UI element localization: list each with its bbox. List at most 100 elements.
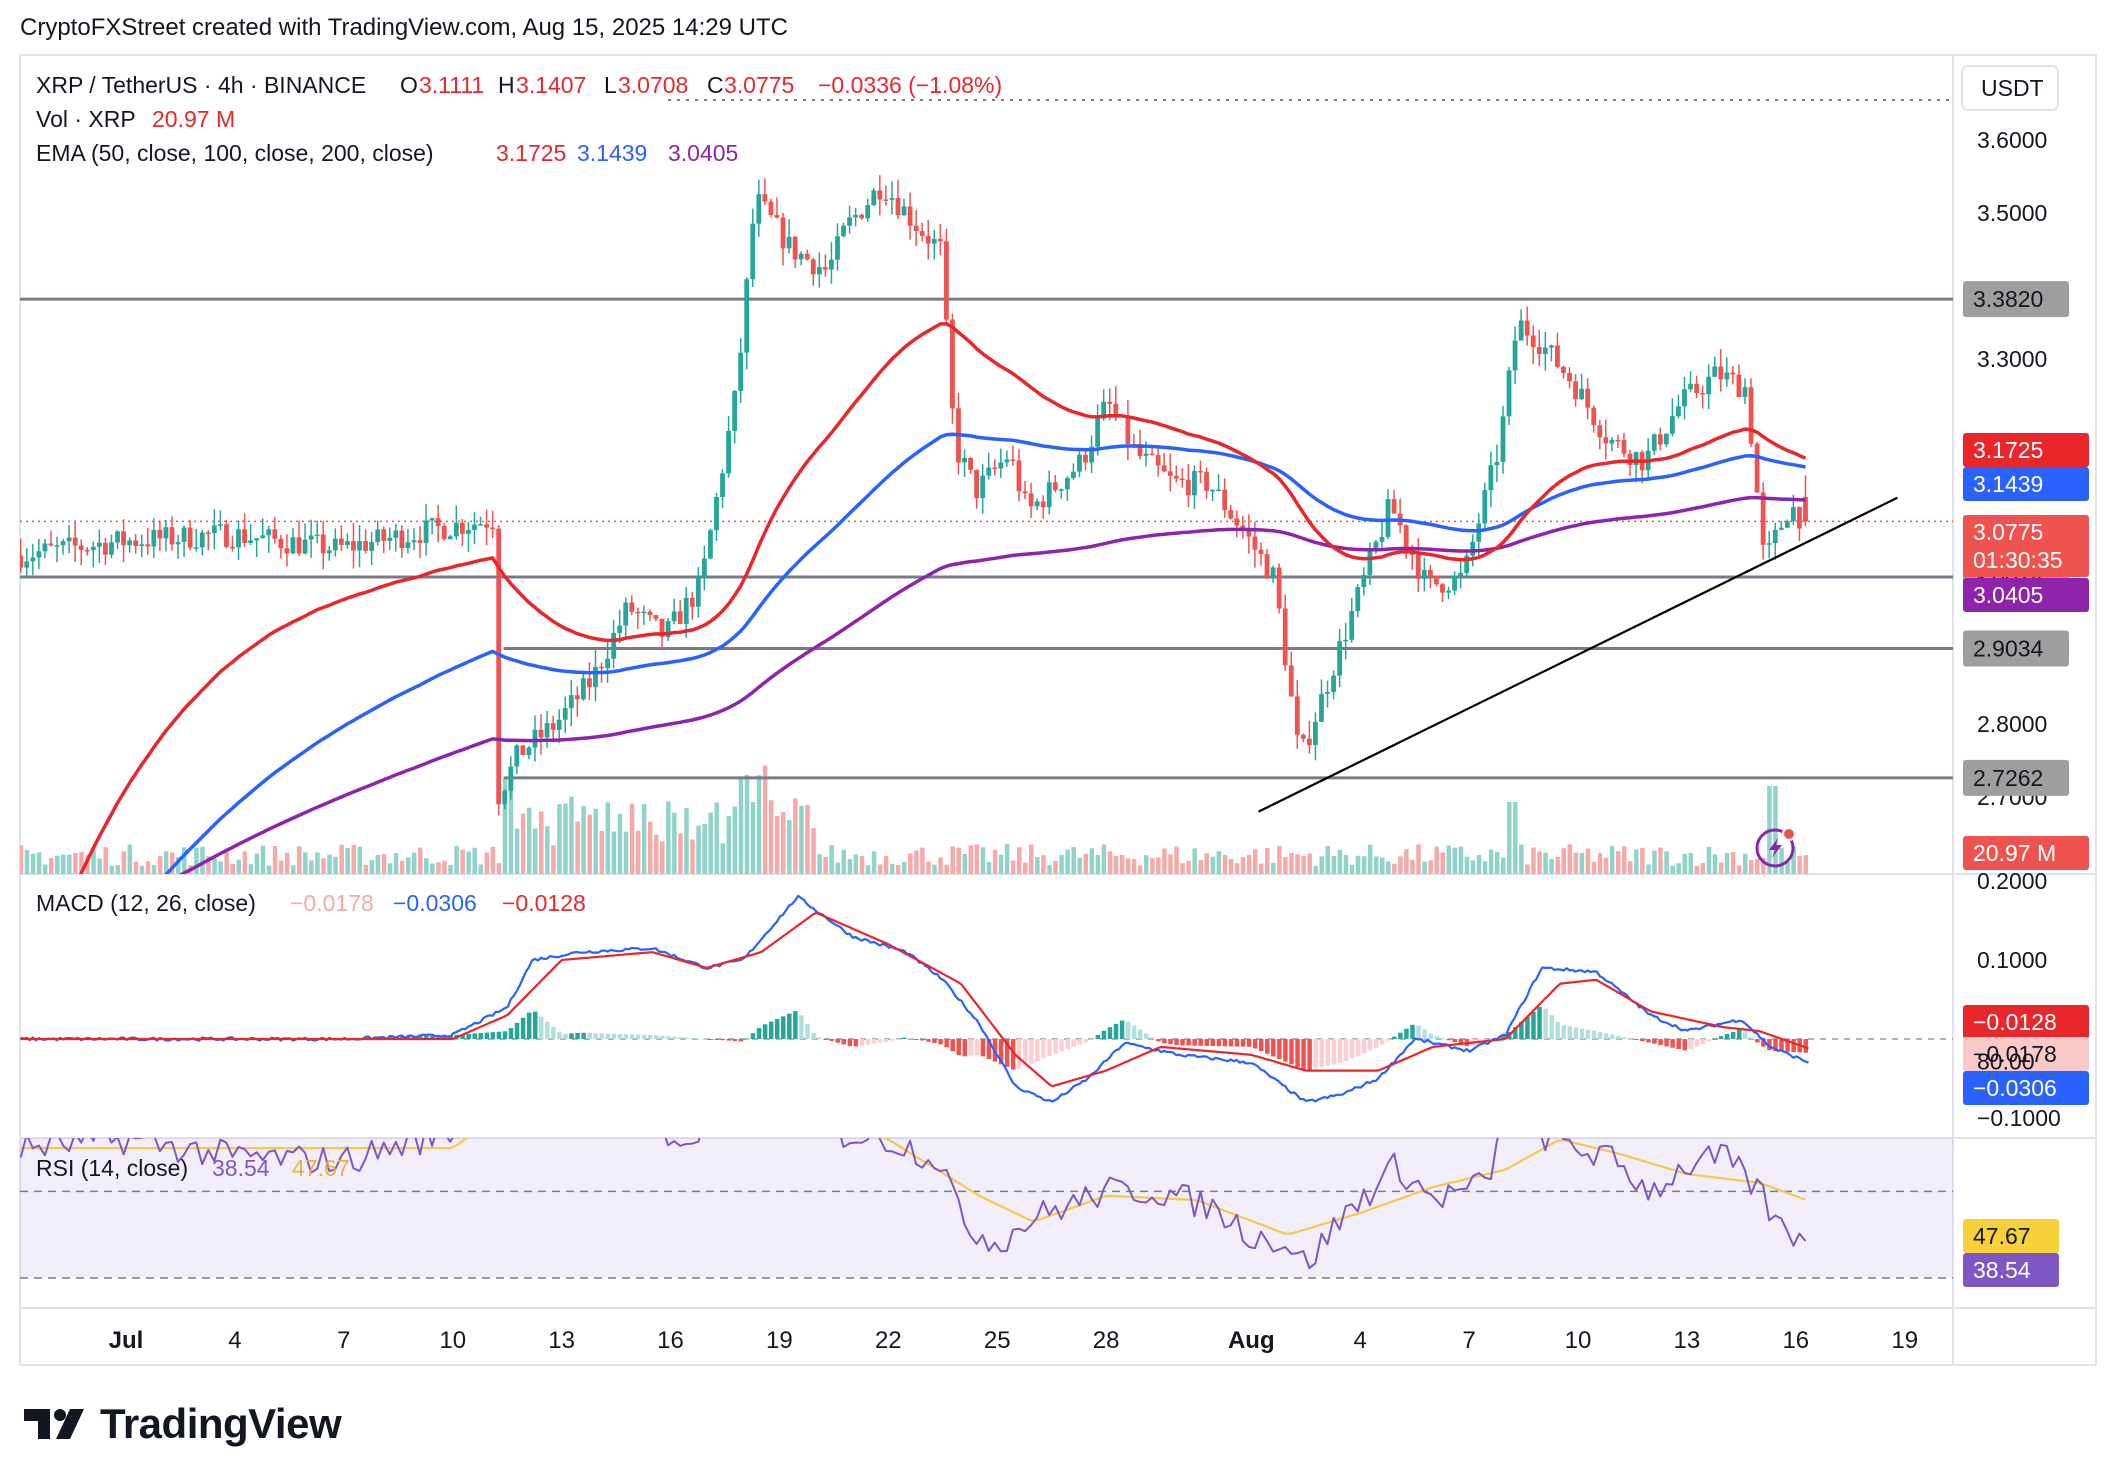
candle-body bbox=[54, 545, 60, 547]
candle-body bbox=[1657, 434, 1663, 445]
time-tick: 13 bbox=[1674, 1327, 1701, 1354]
rsi-legend: RSI (14, close) 38.54 47.67 bbox=[36, 1155, 350, 1181]
volume-bar bbox=[1785, 861, 1790, 874]
volume-bar bbox=[1222, 854, 1228, 874]
volume-bar bbox=[877, 864, 883, 874]
macd-histogram-bar bbox=[1404, 1028, 1409, 1039]
time-tick: 19 bbox=[766, 1327, 793, 1354]
volume-bar bbox=[1186, 860, 1191, 874]
macd-histogram-bar bbox=[1567, 1026, 1573, 1039]
candle-body bbox=[992, 467, 998, 470]
volume-bar bbox=[702, 823, 707, 874]
candle-body bbox=[1415, 554, 1421, 579]
volume-bar bbox=[1543, 852, 1548, 874]
volume-bar bbox=[1688, 852, 1694, 874]
candle-body bbox=[1736, 374, 1742, 397]
tradingview-logo[interactable]: TradingView bbox=[24, 1400, 342, 1448]
volume-bar bbox=[762, 765, 768, 874]
candle-body bbox=[1718, 366, 1724, 380]
volume-bar bbox=[1476, 855, 1482, 874]
volume-bar bbox=[974, 844, 980, 874]
macd-histogram-bar bbox=[974, 1039, 980, 1056]
macd-histogram-bar bbox=[1658, 1039, 1663, 1046]
macd-value-label: −0.0178 bbox=[1973, 1041, 2057, 1067]
candle-body bbox=[1107, 401, 1113, 404]
volume-bar bbox=[424, 858, 429, 874]
macd-histogram-bar bbox=[629, 1034, 635, 1039]
volume-bar bbox=[1646, 864, 1651, 874]
candle-body bbox=[478, 524, 483, 526]
volume-bar bbox=[889, 863, 895, 874]
candle-body bbox=[1790, 507, 1796, 522]
macd-histogram-bar bbox=[1137, 1029, 1143, 1039]
candle-body bbox=[199, 532, 205, 548]
horizontal-levels bbox=[20, 297, 1953, 780]
volume-bar bbox=[1458, 846, 1464, 874]
volume-bar bbox=[212, 858, 217, 874]
volume-bar bbox=[1277, 846, 1282, 874]
volume-bar bbox=[1561, 848, 1566, 874]
volume-bar bbox=[1379, 857, 1385, 874]
price-label: 3.0775 bbox=[1973, 519, 2043, 545]
candle-body bbox=[1264, 554, 1270, 579]
volume-bar bbox=[327, 854, 332, 874]
volume-bar bbox=[1537, 851, 1542, 874]
macd-histogram-bar bbox=[968, 1039, 974, 1056]
legend-change: −0.0336 (−1.08%) bbox=[818, 72, 1002, 98]
volume-bar bbox=[756, 775, 762, 874]
volume-bar bbox=[290, 865, 296, 874]
candle-body bbox=[653, 615, 659, 619]
macd-histogram-bar bbox=[817, 1037, 822, 1039]
macd-histogram-bar bbox=[1640, 1039, 1645, 1042]
candle-body bbox=[508, 766, 514, 791]
macd-histogram-bar bbox=[526, 1012, 532, 1039]
macd-histogram-bar bbox=[1609, 1034, 1615, 1039]
rsi-value-label-bg bbox=[1963, 1219, 2059, 1253]
candle-body bbox=[1730, 372, 1736, 375]
volume-bar bbox=[315, 852, 320, 874]
candle-body bbox=[871, 190, 877, 206]
candle-body bbox=[230, 546, 235, 549]
volume-bar bbox=[1204, 853, 1210, 874]
macd-histogram-bar bbox=[1513, 1026, 1518, 1039]
volume-bar bbox=[781, 811, 786, 874]
candle-body bbox=[1797, 507, 1802, 529]
volume-bar bbox=[1271, 862, 1276, 874]
candle-body bbox=[1185, 479, 1191, 496]
rsi-panel: 80.00 47.67 38.54 RSI (14, close) 38.54 47… bbox=[20, 1049, 2059, 1287]
candle-body bbox=[1530, 335, 1536, 348]
candle-body bbox=[1282, 608, 1288, 666]
candle-body bbox=[363, 541, 368, 551]
candle-body bbox=[1524, 320, 1530, 336]
macd-histogram-bar bbox=[1113, 1023, 1119, 1039]
volume-bar bbox=[284, 852, 290, 874]
flash-icon[interactable] bbox=[1755, 827, 1796, 868]
macd-histogram-bar bbox=[744, 1038, 750, 1040]
header-caption: CryptoFXStreet created with TradingView.… bbox=[20, 14, 788, 41]
time-tick: 7 bbox=[1462, 1327, 1475, 1354]
macd-histogram-bar bbox=[581, 1032, 586, 1039]
price-label-bg bbox=[1963, 836, 2089, 870]
candle-body bbox=[1294, 696, 1300, 735]
macd-histogram-bar bbox=[1192, 1039, 1197, 1046]
currency-label-box[interactable]: USDT bbox=[1961, 65, 2059, 111]
volume-bar bbox=[1585, 848, 1591, 874]
macd-histogram-bar bbox=[1422, 1029, 1427, 1039]
volume-bar bbox=[1621, 846, 1627, 874]
volume-bar bbox=[1482, 861, 1488, 874]
volume-bar bbox=[73, 852, 78, 874]
candle-body bbox=[441, 526, 447, 540]
candle-body bbox=[1440, 584, 1445, 593]
volume-bar bbox=[1137, 865, 1143, 874]
candle-body bbox=[550, 723, 556, 730]
volume-bar bbox=[194, 847, 199, 874]
candle-body bbox=[1216, 489, 1222, 492]
candle-body bbox=[1555, 345, 1560, 367]
candle-body bbox=[1064, 477, 1070, 490]
candle-body bbox=[1252, 536, 1258, 550]
volume-bar bbox=[309, 860, 314, 874]
volume-bar bbox=[1803, 855, 1808, 874]
candle-body bbox=[163, 527, 169, 539]
macd-histogram-bar bbox=[1416, 1025, 1421, 1039]
